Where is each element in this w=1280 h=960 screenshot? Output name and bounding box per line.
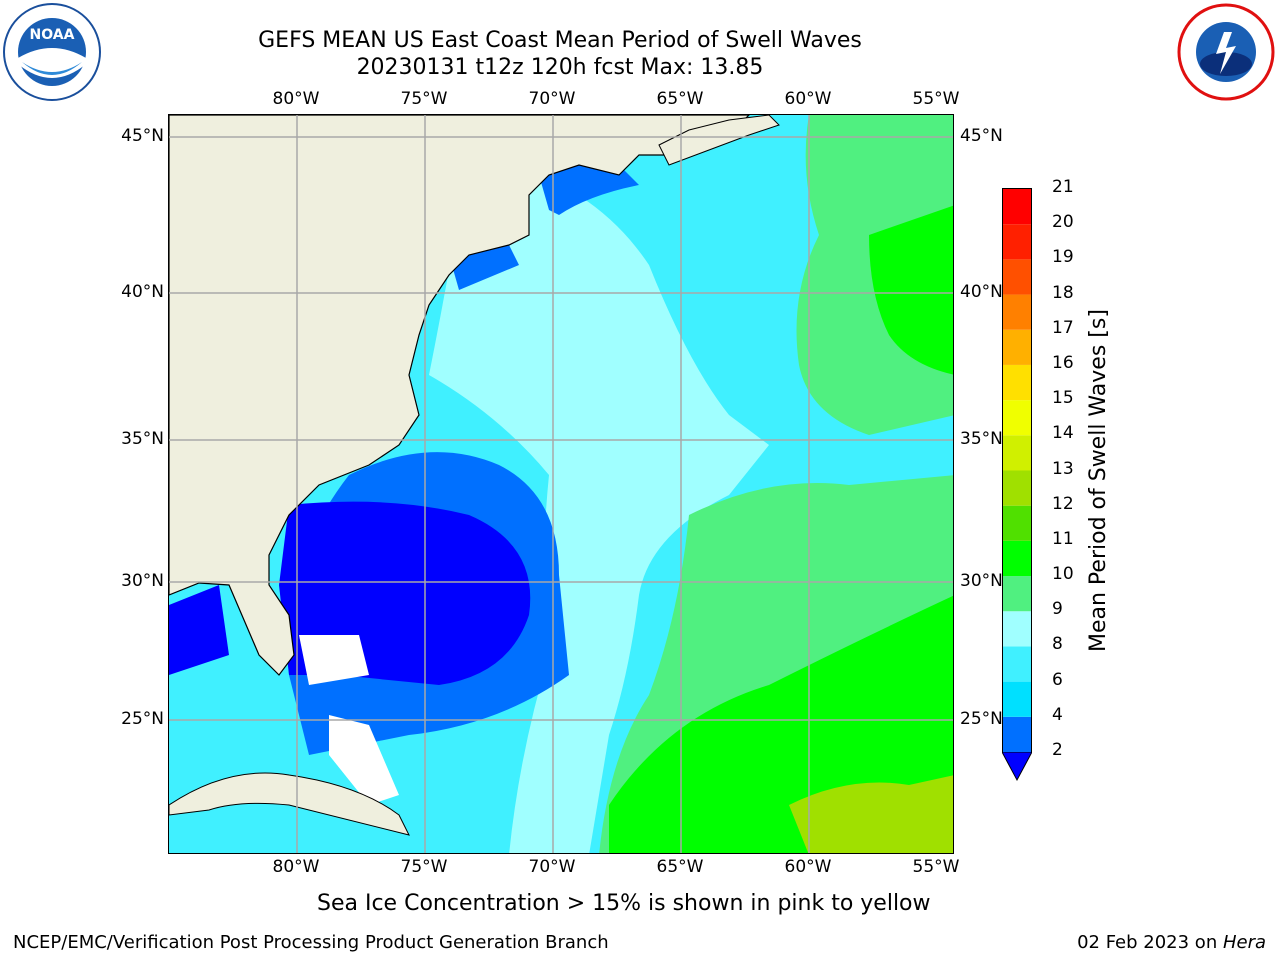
colorbar-swatch [1003, 646, 1031, 682]
footer-credit: NCEP/EMC/Verification Post Processing Pr… [13, 932, 609, 953]
colorbar-tick-label: 2 [1052, 740, 1063, 760]
chart-subtitle: 20230131 t12z 120h fcst Max: 13.85 [356, 55, 764, 80]
lon-label-top: 75°W [400, 89, 448, 109]
graticule [169, 115, 953, 853]
swell-zone-8-9s [429, 155, 769, 853]
lon-label-top: 65°W [656, 89, 704, 109]
colorbar-tick-label: 8 [1052, 634, 1063, 655]
colorbar [1002, 188, 1032, 753]
colorbar-tick-label: 17 [1052, 317, 1074, 338]
lon-label-bottom: 80°W [272, 857, 320, 877]
north-america-land [169, 115, 750, 676]
colorbar-swatch [1003, 576, 1031, 612]
colorbar-swatch [1003, 329, 1031, 365]
colorbar-tick-label: 21 [1052, 177, 1074, 197]
colorbar-tick-label: 13 [1052, 458, 1074, 479]
colorbar-swatch [1003, 716, 1031, 752]
footer-machine: Hera [1222, 932, 1266, 953]
lat-label-left: 40°N [121, 282, 164, 302]
lon-label-top: 80°W [272, 89, 320, 109]
lon-label-top: 70°W [528, 89, 576, 109]
lon-label-bottom: 70°W [528, 857, 576, 877]
lat-label-right: 40°N [960, 282, 1003, 302]
colorbar-swatch [1003, 611, 1031, 647]
colorbar-tick-label: 20 [1052, 212, 1074, 233]
lon-label-bottom: 75°W [400, 857, 448, 877]
colorbar-swatch [1003, 435, 1031, 471]
nws-logo [1176, 2, 1276, 102]
footer-date-text: 02 Feb 2023 on [1077, 932, 1223, 953]
colorbar-swatch [1003, 681, 1031, 717]
colorbar-tick-label: 11 [1052, 528, 1074, 549]
colorbar-label: Mean Period of Swell Waves [s] [1086, 309, 1111, 652]
lon-label-top: 55°W [912, 89, 960, 109]
colorbar-swatch [1003, 505, 1031, 541]
colorbar-tick-label: 9 [1052, 599, 1063, 620]
lat-label-right: 25°N [960, 709, 1003, 729]
lon-label-bottom: 65°W [656, 857, 704, 877]
swell-zone-12-13s [789, 775, 953, 853]
footer-date: 02 Feb 2023 on Hera [1077, 932, 1266, 953]
noaa-logo: NOAA [2, 2, 102, 102]
colorbar-swatch [1003, 259, 1031, 295]
colorbar-tick-label: 15 [1052, 388, 1074, 409]
colorbar-tick-label: 4 [1052, 704, 1063, 725]
lon-label-bottom: 60°W [784, 857, 832, 877]
lat-label-left: 45°N [121, 126, 164, 146]
lon-label-bottom: 55°W [912, 857, 960, 877]
bahamas-shallow-mask [329, 715, 399, 805]
swell-zone-10-11s-north [869, 205, 953, 375]
colorbar-swatch [1003, 400, 1031, 436]
lon-label-top: 60°W [784, 89, 832, 109]
colorbar-tick-label: 10 [1052, 564, 1074, 585]
bahamas-shallow-mask [299, 635, 369, 685]
colorbar-swatch [1003, 294, 1031, 330]
colorbar-tick-label: 19 [1052, 247, 1074, 268]
colorbar-swatch [1003, 189, 1031, 225]
lat-label-left: 25°N [121, 709, 164, 729]
lat-label-right: 35°N [960, 429, 1003, 449]
colorbar-swatches [1003, 189, 1031, 752]
sea-ice-note: Sea Ice Concentration > 15% is shown in … [317, 891, 931, 916]
colorbar-swatch [1003, 224, 1031, 260]
cuba-land [169, 772, 410, 836]
swell-zone-2-4s-gulf [169, 585, 229, 675]
colorbar-tick-label: 18 [1052, 282, 1074, 303]
lat-label-right: 45°N [960, 126, 1003, 146]
colorbar-extend-arrow [1002, 752, 1032, 782]
lat-label-left: 35°N [121, 429, 164, 449]
colorbar-swatch [1003, 540, 1031, 577]
lat-label-right: 30°N [960, 571, 1003, 591]
colorbar-swatch [1003, 470, 1031, 506]
lat-label-left: 30°N [121, 571, 164, 591]
colorbar-tick-label: 14 [1052, 423, 1074, 444]
colorbar-swatch [1003, 364, 1031, 401]
map-panel [168, 114, 954, 854]
colorbar-tick-label: 6 [1052, 669, 1063, 690]
swell-period-map [169, 115, 953, 853]
colorbar-tick-label: 12 [1052, 493, 1074, 514]
nova-scotia-land [658, 115, 780, 166]
chart-title: GEFS MEAN US East Coast Mean Period of S… [258, 28, 862, 53]
colorbar-tick-label: 16 [1052, 352, 1074, 373]
noaa-logo-text: NOAA [30, 27, 75, 43]
